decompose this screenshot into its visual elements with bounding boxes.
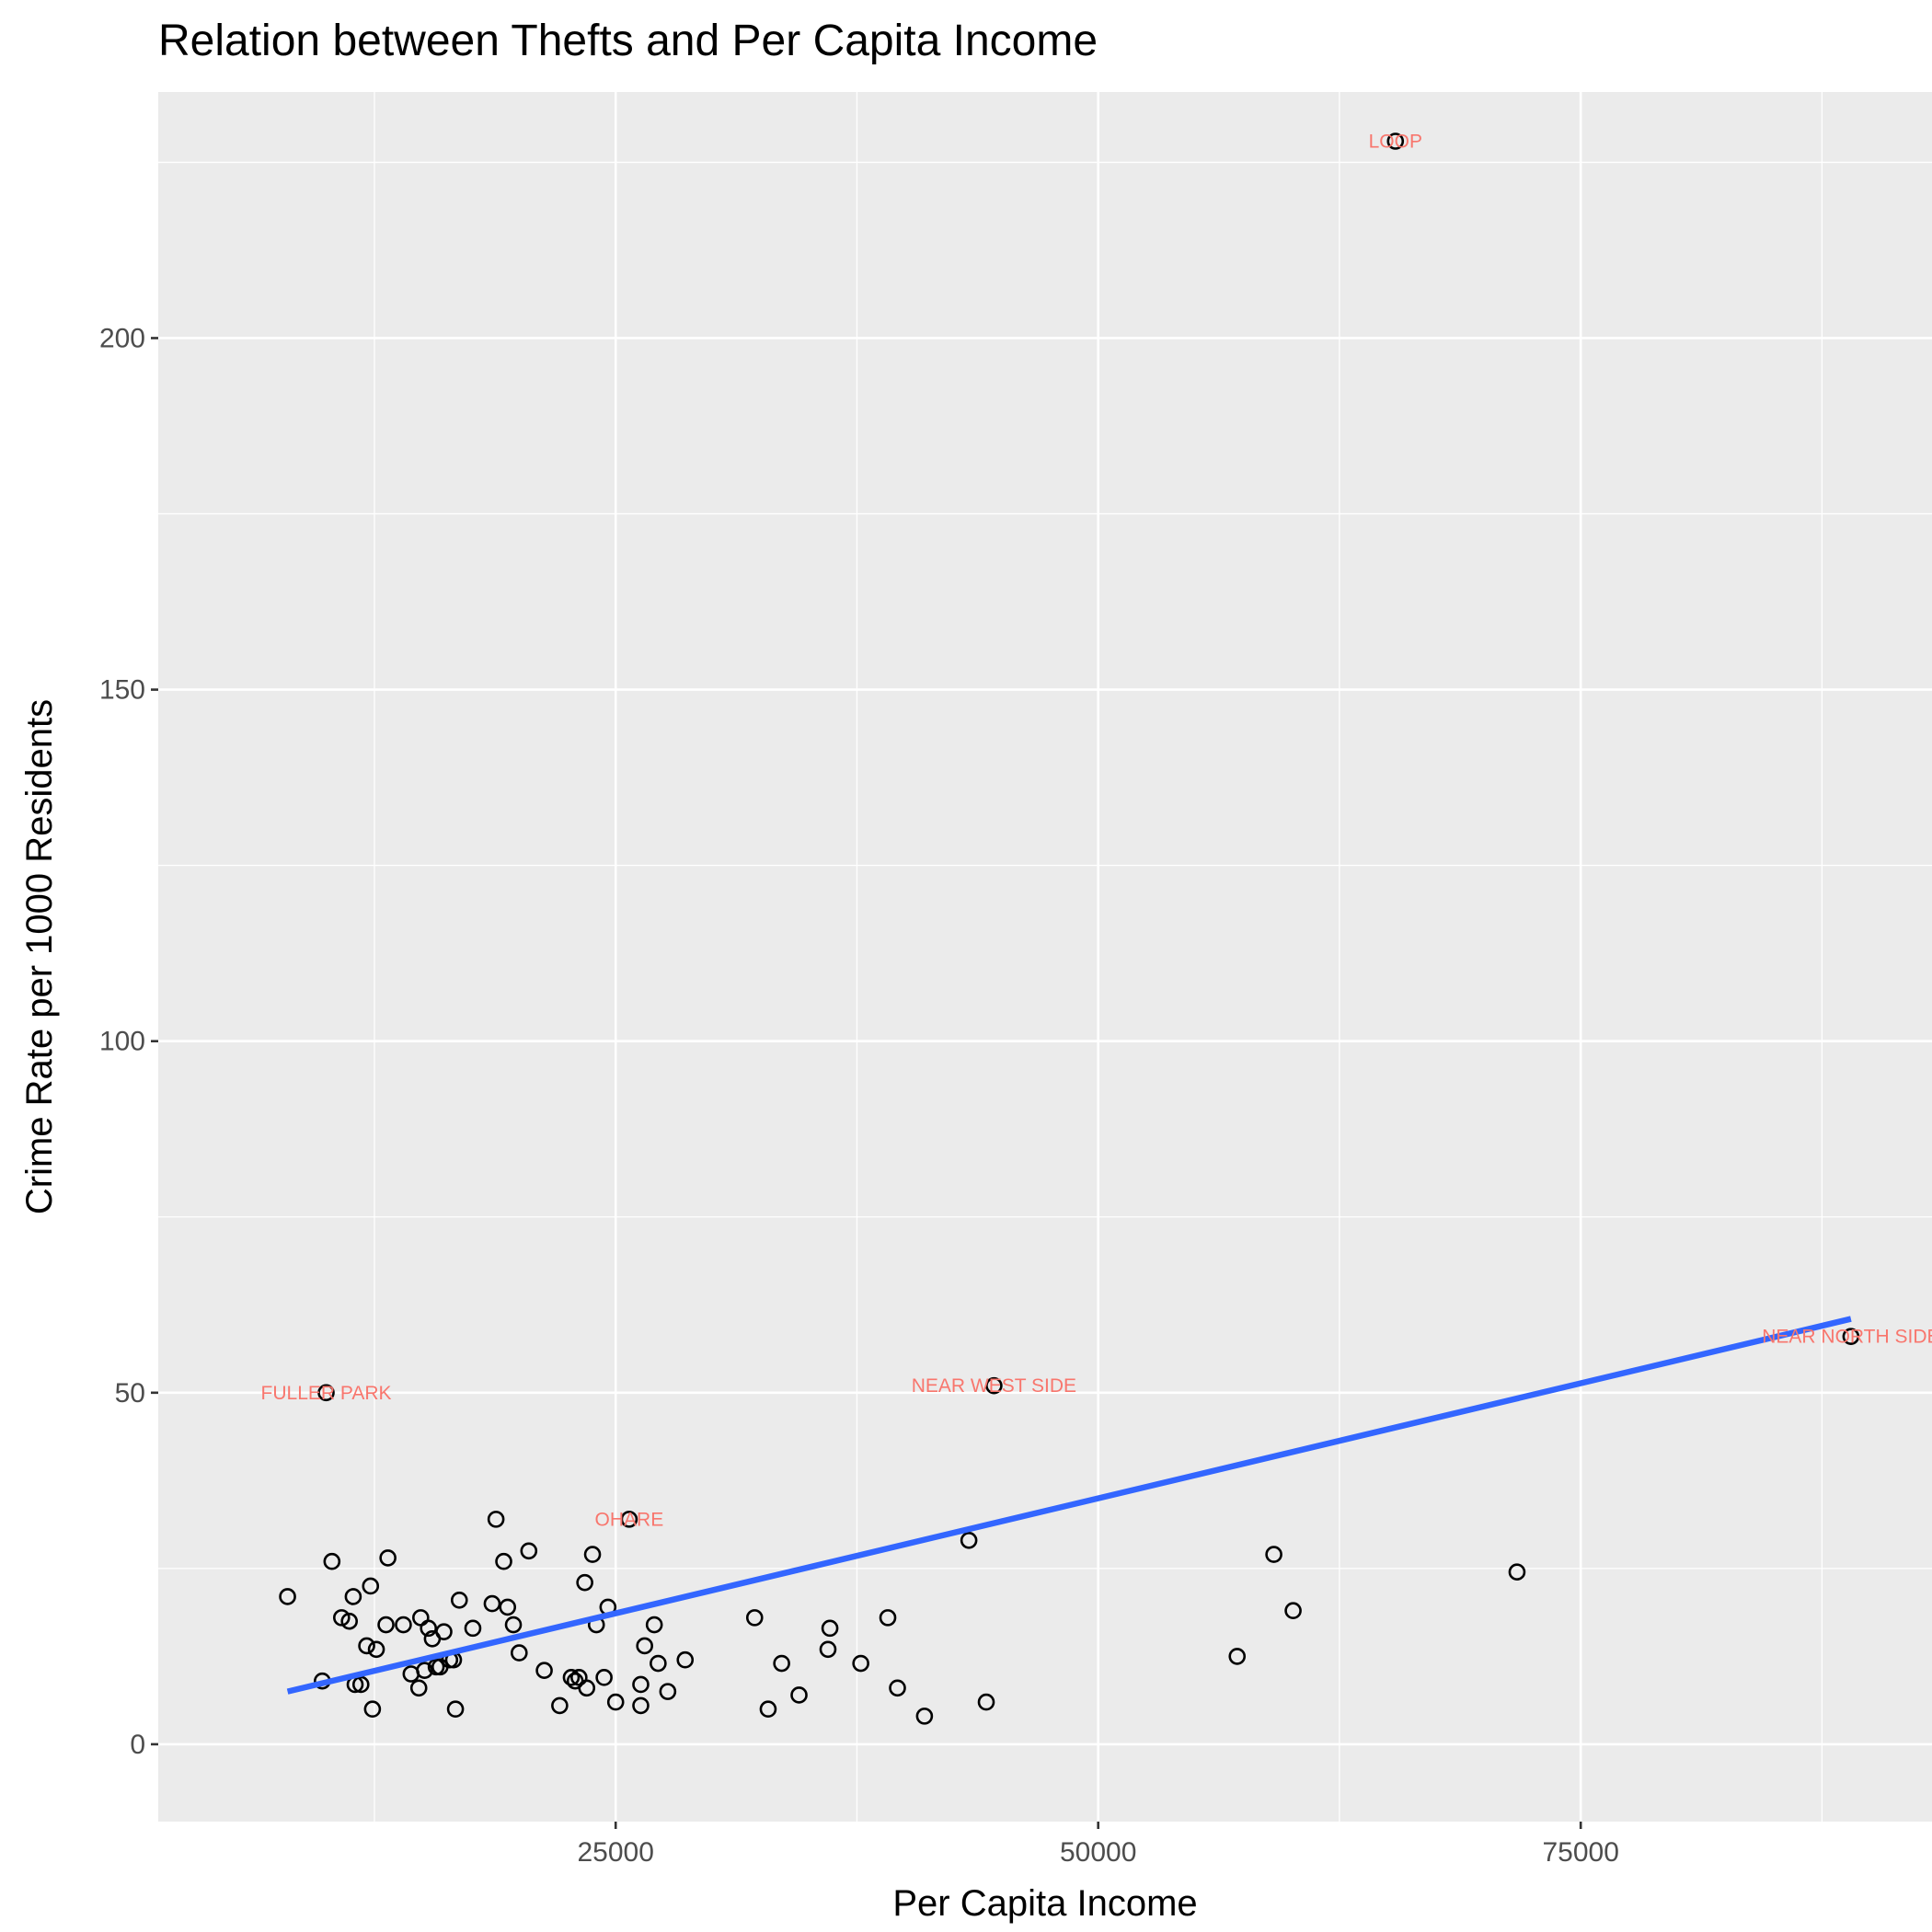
data-point <box>852 1654 869 1673</box>
data-point <box>333 1609 351 1627</box>
data-point <box>576 1573 593 1592</box>
data-point <box>377 1616 395 1634</box>
data-point <box>535 1662 553 1679</box>
data-point <box>632 1696 650 1715</box>
data-point <box>504 1616 523 1634</box>
data-point <box>279 1588 296 1605</box>
data-point <box>1508 1563 1526 1581</box>
x-tick-label: 25000 <box>577 1837 653 1868</box>
data-point <box>395 1616 412 1634</box>
data-point <box>367 1640 385 1659</box>
point-annotation: NEAR WEST SIDE <box>912 1375 1076 1397</box>
point-annotation: LOOP <box>1369 131 1422 152</box>
y-tick-label: 50 <box>115 1378 145 1409</box>
data-point <box>773 1654 790 1673</box>
data-point <box>821 1619 839 1638</box>
y-axis: 0 50 100 150 200 <box>99 323 158 1760</box>
point-annotation: OHARE <box>595 1509 664 1530</box>
data-point <box>446 1700 465 1719</box>
x-axis: 25000 50000 75000 <box>577 1822 1619 1868</box>
data-point <box>1386 132 1405 150</box>
data-point <box>562 1669 581 1686</box>
data-point <box>520 1542 538 1560</box>
data-point <box>606 1693 625 1711</box>
data-point <box>317 1384 335 1402</box>
data-point <box>435 1623 453 1640</box>
plot-panel <box>158 92 1932 1822</box>
data-point <box>323 1552 341 1570</box>
y-tick-label: 150 <box>99 675 145 706</box>
x-tick-label: 75000 <box>1542 1837 1618 1868</box>
data-point <box>583 1546 602 1563</box>
data-point <box>759 1700 777 1719</box>
data-point <box>1284 1602 1302 1620</box>
data-point <box>676 1650 695 1669</box>
data-point <box>351 1675 370 1694</box>
data-point <box>363 1700 382 1719</box>
data-point <box>483 1594 501 1613</box>
data-point <box>495 1552 512 1570</box>
data-point <box>659 1683 677 1700</box>
data-point <box>636 1637 653 1655</box>
data-point <box>595 1669 613 1686</box>
data-point <box>650 1654 667 1673</box>
data-point <box>645 1616 663 1634</box>
data-point <box>790 1686 808 1704</box>
data-point <box>416 1662 433 1679</box>
data-point <box>632 1675 650 1694</box>
y-tick-label: 100 <box>99 1027 145 1057</box>
data-point <box>578 1679 596 1697</box>
x-axis-title: Per Capita Income <box>892 1883 1197 1924</box>
trend-line-layer <box>286 1316 1852 1695</box>
data-point <box>960 1532 978 1549</box>
y-tick-label: 0 <box>130 1730 145 1760</box>
x-tick-label: 50000 <box>1060 1837 1136 1868</box>
data-point <box>551 1696 569 1715</box>
data-point <box>487 1511 505 1528</box>
y-axis-title: Crime Rate per 1000 Residents <box>19 699 60 1214</box>
data-point <box>464 1619 482 1638</box>
y-tick-label: 200 <box>99 323 145 353</box>
data-point <box>499 1598 517 1616</box>
data-point <box>819 1640 837 1659</box>
data-point <box>344 1588 362 1605</box>
data-point <box>340 1612 358 1630</box>
data-point <box>379 1549 397 1567</box>
data-point <box>1265 1546 1282 1563</box>
data-points <box>279 132 1860 1725</box>
data-point <box>1228 1648 1247 1665</box>
data-point <box>362 1577 380 1595</box>
data-point <box>358 1637 375 1655</box>
chart-title: Relation between Thefts and Per Capita I… <box>158 17 1098 65</box>
minor-gridlines <box>158 92 1932 1822</box>
data-point <box>620 1511 638 1528</box>
data-point <box>977 1693 995 1711</box>
point-annotation: FULLER PARK <box>261 1383 392 1404</box>
data-point <box>915 1708 934 1725</box>
trend-line <box>286 1316 1852 1695</box>
data-point <box>745 1609 764 1627</box>
data-point <box>1842 1328 1860 1345</box>
data-point <box>409 1679 428 1697</box>
point-labels: LOOP NEAR NORTH SIDE NEAR WEST SIDE FULLER … <box>261 131 1932 1530</box>
data-point <box>889 1679 906 1697</box>
point-annotation: NEAR NORTH SIDE <box>1762 1327 1932 1348</box>
data-point <box>985 1376 1003 1395</box>
major-gridlines <box>158 92 1932 1822</box>
data-point <box>450 1591 468 1609</box>
data-point <box>879 1609 897 1627</box>
data-point <box>511 1644 528 1662</box>
data-point <box>420 1619 438 1638</box>
